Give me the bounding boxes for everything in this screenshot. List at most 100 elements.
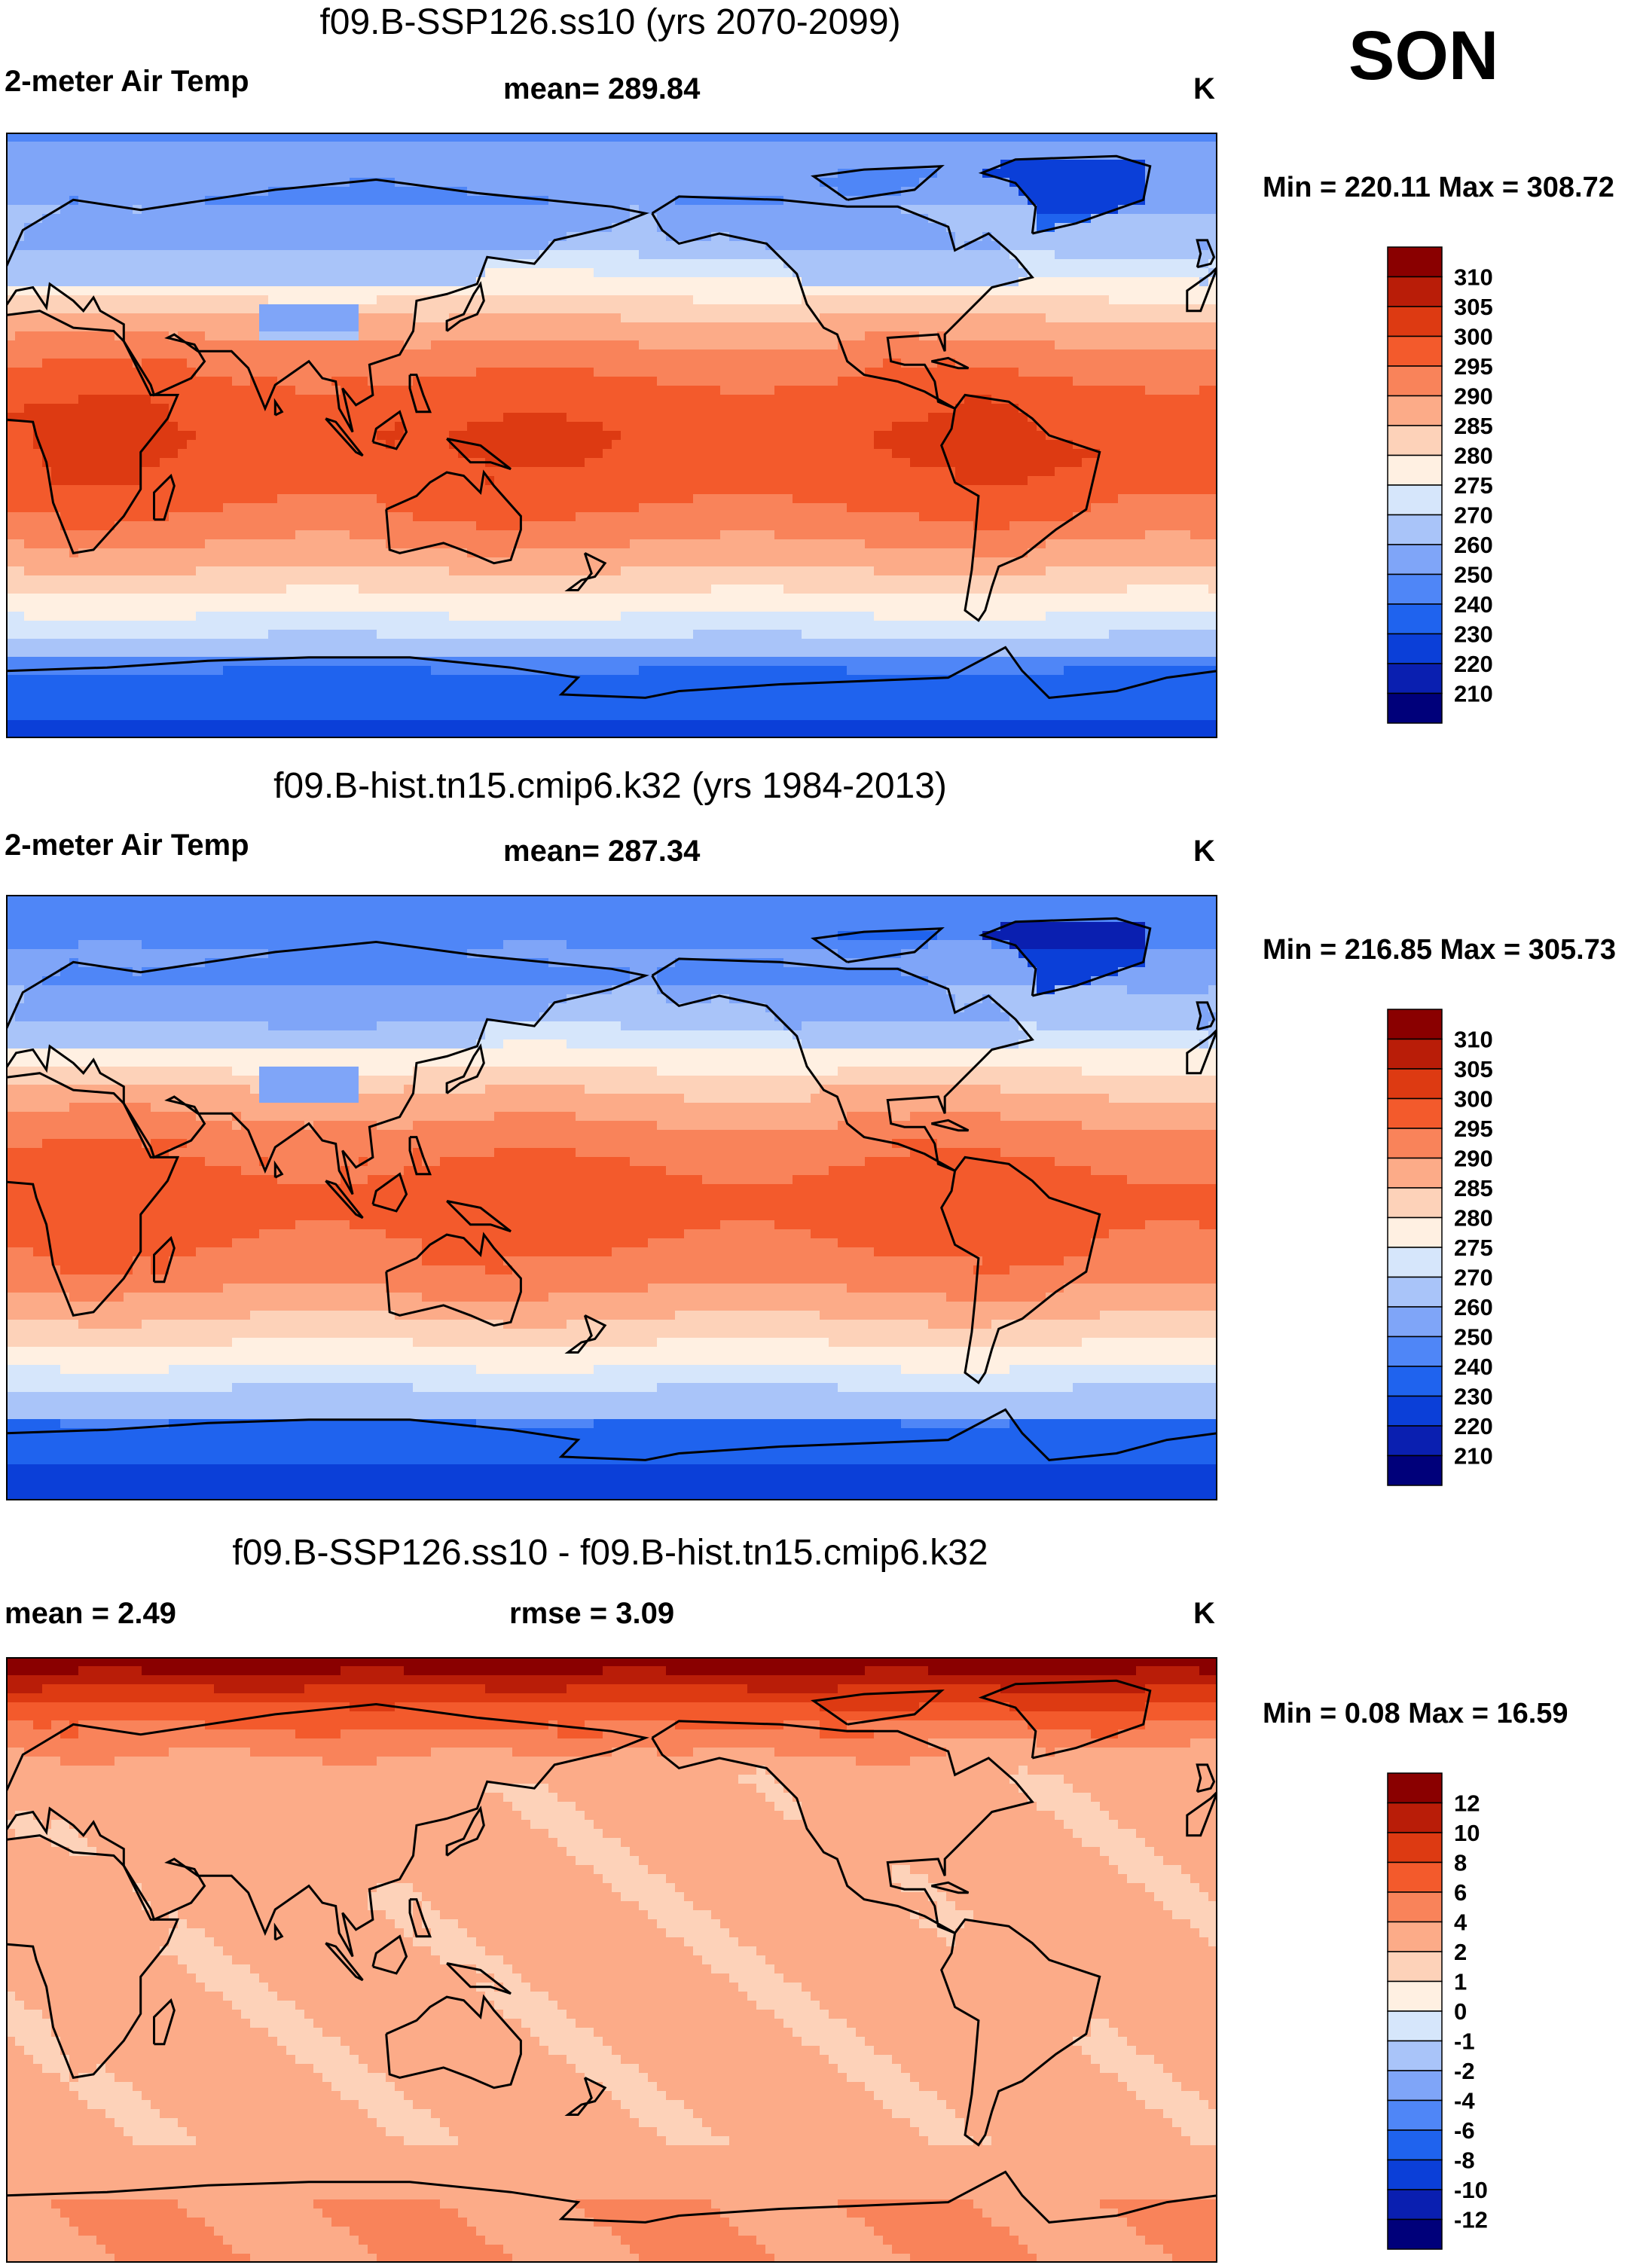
field-cell xyxy=(494,386,504,395)
field-cell xyxy=(774,449,784,459)
field-cell xyxy=(774,178,784,188)
field-cell xyxy=(820,413,829,423)
field-cell xyxy=(503,359,513,368)
field-cell xyxy=(892,350,902,359)
field-cell xyxy=(883,151,893,160)
field-cell xyxy=(729,205,739,215)
field-cell xyxy=(1073,268,1083,278)
field-cell xyxy=(919,133,929,142)
field-cell xyxy=(512,142,522,151)
field-cell xyxy=(937,241,947,251)
field-cell xyxy=(612,359,622,368)
field-cell xyxy=(232,440,242,450)
field-cell xyxy=(838,214,848,224)
field-cell xyxy=(630,304,640,314)
field-cell xyxy=(169,214,179,224)
field-cell xyxy=(124,187,133,197)
field-cell xyxy=(738,449,748,459)
field-cell xyxy=(594,368,603,377)
field-cell xyxy=(1136,205,1146,215)
field-cell xyxy=(42,232,52,242)
field-cell xyxy=(964,268,974,278)
field-cell xyxy=(259,431,269,441)
field-cell xyxy=(295,160,305,169)
field-cell xyxy=(937,413,947,423)
field-cell xyxy=(747,169,757,179)
field-cell xyxy=(928,413,938,423)
field-cell xyxy=(648,268,658,278)
field-cell xyxy=(133,178,142,188)
field-cell xyxy=(304,268,314,278)
field-cell xyxy=(838,404,848,414)
field-cell xyxy=(259,331,269,341)
field-cell xyxy=(124,422,133,432)
field-cell xyxy=(883,259,893,269)
field-cell xyxy=(512,160,522,169)
field-cell xyxy=(829,395,838,404)
field-cell xyxy=(982,178,992,188)
field-cell xyxy=(557,440,567,450)
field-cell xyxy=(1118,160,1128,169)
field-cell xyxy=(783,413,793,423)
field-cell xyxy=(1100,350,1110,359)
field-cell xyxy=(6,304,16,314)
field-cell xyxy=(711,449,721,459)
field-cell xyxy=(765,431,775,441)
field-cell xyxy=(1154,160,1164,169)
field-cell xyxy=(187,286,197,296)
field-cell xyxy=(431,359,441,368)
field-cell xyxy=(214,431,224,441)
field-cell xyxy=(33,169,43,179)
field-cell xyxy=(702,286,712,296)
field-cell xyxy=(277,277,287,287)
field-cell xyxy=(747,286,757,296)
field-cell xyxy=(51,241,61,251)
field-cell xyxy=(874,232,884,242)
field-cell xyxy=(874,214,884,224)
field-cell xyxy=(765,250,775,260)
field-cell xyxy=(494,404,504,414)
field-cell xyxy=(1073,340,1083,350)
field-cell xyxy=(802,160,811,169)
field-cell xyxy=(51,422,61,432)
field-cell xyxy=(250,133,260,142)
field-cell xyxy=(585,277,594,287)
field-cell xyxy=(630,232,640,242)
field-cell xyxy=(277,386,287,395)
field-cell xyxy=(675,340,685,350)
field-cell xyxy=(919,268,929,278)
field-cell xyxy=(1190,196,1200,206)
field-cell xyxy=(24,431,34,441)
field-cell xyxy=(413,277,423,287)
field-cell xyxy=(711,359,721,368)
field-cell xyxy=(232,313,242,323)
field-cell xyxy=(820,223,829,233)
field-cell xyxy=(576,133,585,142)
field-cell xyxy=(87,268,97,278)
field-cell xyxy=(729,169,739,179)
field-cell xyxy=(603,133,612,142)
field-cell xyxy=(205,286,215,296)
field-cell xyxy=(295,467,305,477)
field-cell xyxy=(115,404,124,414)
field-cell xyxy=(1172,259,1182,269)
field-cell xyxy=(856,304,866,314)
field-cell xyxy=(919,169,929,179)
field-cell xyxy=(585,377,594,386)
field-cell xyxy=(105,331,115,341)
field-cell xyxy=(413,214,423,224)
field-cell xyxy=(313,268,323,278)
field-cell xyxy=(304,340,314,350)
field-cell xyxy=(702,395,712,404)
field-cell xyxy=(1136,431,1146,441)
field-cell xyxy=(738,295,748,305)
field-cell xyxy=(756,187,766,197)
field-cell xyxy=(793,232,802,242)
field-cell xyxy=(702,350,712,359)
field-cell xyxy=(1136,340,1146,350)
field-cell xyxy=(377,196,386,206)
field-cell xyxy=(847,142,857,151)
field-cell xyxy=(865,241,875,251)
field-cell xyxy=(422,133,432,142)
field-cell xyxy=(1136,350,1146,359)
